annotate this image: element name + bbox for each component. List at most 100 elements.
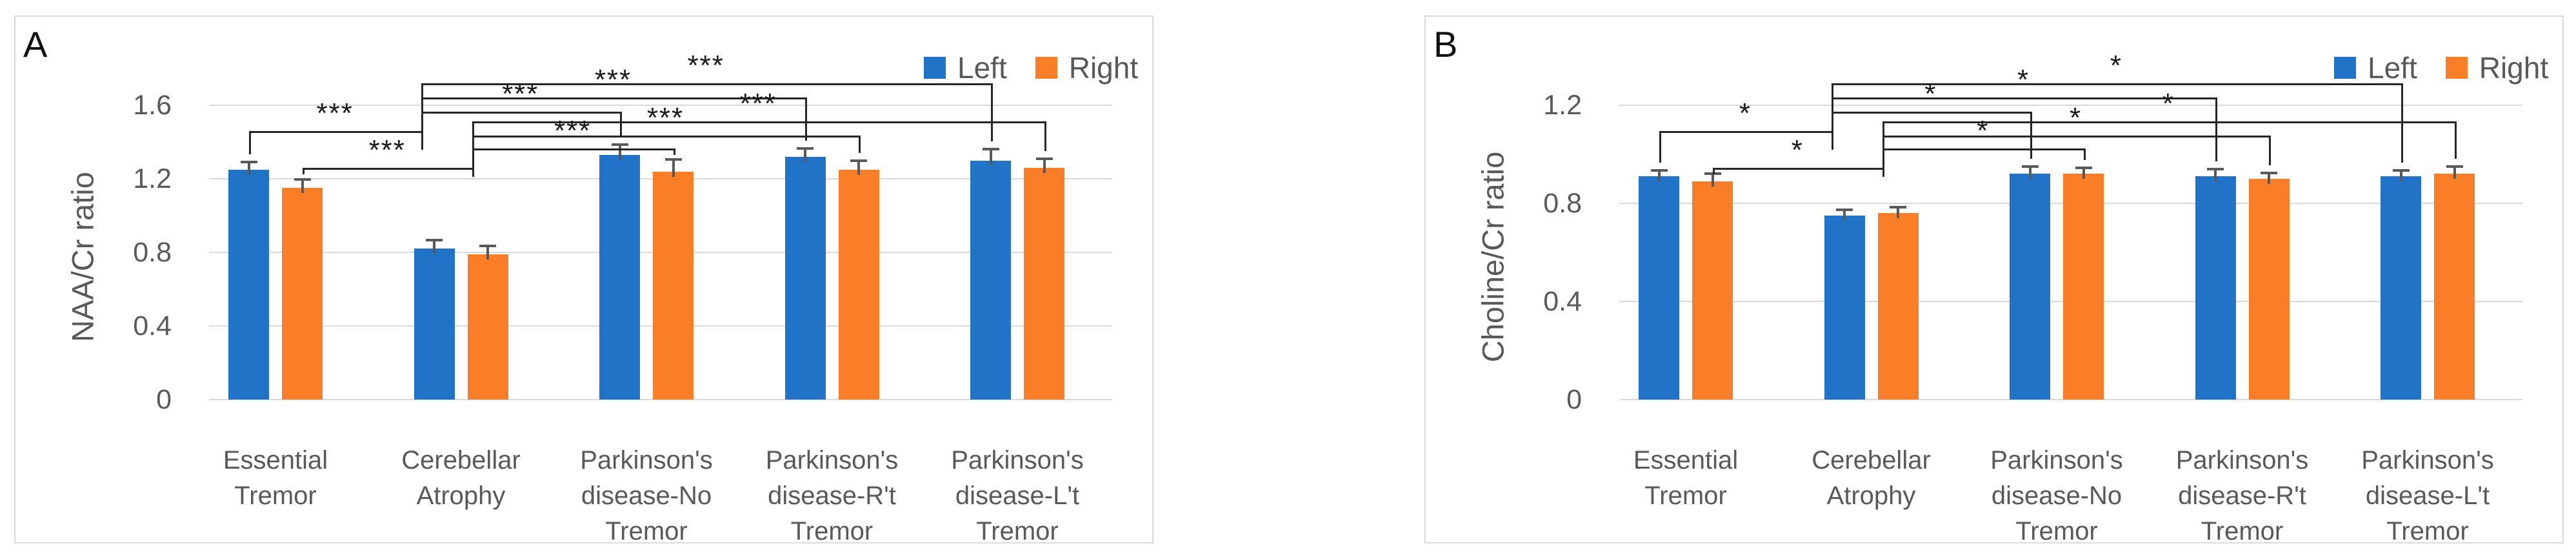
error-bar-whisker (301, 179, 304, 194)
significance-bracket-line (472, 136, 859, 137)
significance-bracket-line (421, 112, 620, 114)
y-axis-title-choline-cr: Choline/Cr ratio (1475, 151, 1510, 363)
significance-asterisks: *** (502, 78, 539, 110)
x-category-label: Essential Tremor (1633, 446, 1739, 510)
significance-bracket-line (1882, 148, 2084, 150)
significance-asterisks: *** (687, 50, 724, 81)
legend-label-left: Left (957, 51, 1007, 85)
significance-asterisks: * (2162, 88, 2175, 119)
significance-bracket-line (1882, 136, 2269, 137)
significance-bracket-line (302, 168, 472, 170)
error-bar-whisker (2028, 167, 2032, 179)
error-bar-whisker (486, 246, 489, 259)
y-tick-label: 0.8 (133, 237, 172, 268)
significance-bracket-line (421, 97, 805, 99)
significance-bracket-drop (421, 131, 423, 150)
significance-bracket-line (248, 131, 421, 133)
bar-left-2 (1824, 216, 1865, 400)
significance-bracket-drop (2083, 148, 2086, 160)
significance-bracket-drop (1044, 121, 1046, 151)
y-tick-label: 1.6 (133, 90, 172, 121)
significance-asterisks: * (2069, 102, 2082, 134)
error-bar-cap (1890, 205, 1906, 208)
bar-left-2 (414, 249, 455, 400)
significance-bracket-line (1832, 83, 2401, 85)
error-bar-cap (1650, 168, 1668, 172)
x-category-label: Cerebellar Atrophy (401, 446, 521, 510)
error-bar-cap (2075, 166, 2092, 169)
error-bar-whisker (1843, 209, 1846, 221)
significance-asterisks: * (1924, 78, 1937, 110)
significance-asterisks: * (2110, 50, 2122, 81)
bar-right-4 (2248, 179, 2290, 400)
error-bar-whisker (2399, 170, 2402, 182)
significance-asterisks: *** (554, 115, 592, 147)
bar-right-4 (838, 169, 879, 400)
significance-bracket-drop (990, 83, 993, 142)
bar-left-5 (2381, 176, 2421, 400)
error-bar-cap (426, 239, 443, 242)
error-bar-whisker (618, 145, 621, 160)
bar-left-4 (784, 156, 826, 400)
y-tick-label: 0.8 (1543, 188, 1582, 219)
y-tick-label: 0 (1566, 384, 1582, 415)
significance-asterisks: * (1739, 97, 1752, 129)
significance-asterisks: *** (739, 88, 777, 119)
error-bar-cap (664, 158, 682, 161)
legend-label-left: Left (2368, 51, 2417, 85)
gridline-0 (209, 399, 1112, 400)
bar-right-2 (1877, 213, 1919, 400)
error-bar-whisker (857, 160, 860, 175)
significance-bracket-drop (1832, 112, 1833, 150)
y-tick-label: 0.4 (1543, 286, 1582, 317)
error-bar-whisker (1711, 174, 1714, 187)
error-bar-whisker (433, 240, 435, 254)
significance-bracket-line (421, 83, 991, 85)
significance-bracket-drop (248, 131, 251, 155)
error-bar-whisker (2214, 168, 2217, 182)
error-bar-cap (982, 148, 999, 151)
significance-bracket-drop (619, 112, 622, 137)
significance-bracket-line (1659, 131, 1832, 133)
x-category-label: Parkinson's disease-R't Tremor (2175, 446, 2309, 545)
significance-bracket-drop (859, 136, 861, 153)
significance-bracket-drop (302, 168, 305, 174)
significance-bracket-line (472, 148, 674, 150)
significance-bracket-line (472, 121, 1044, 123)
bar-right-1 (282, 188, 323, 400)
error-bar-cap (479, 245, 496, 248)
significance-asterisks: * (1791, 134, 1804, 166)
error-bar-whisker (2268, 172, 2270, 184)
significance-bracket-line (1712, 168, 1882, 170)
significance-bracket-drop (421, 112, 423, 150)
error-bar-whisker (672, 159, 675, 177)
error-bar-whisker (989, 149, 992, 166)
significance-bracket-drop (472, 148, 474, 177)
legend: Left Right (2334, 50, 2565, 85)
error-bar-cap (2207, 167, 2224, 170)
bar-left-1 (228, 169, 269, 400)
panel-b-choline-cr-chart: B Choline/Cr ratio 1.2 0.8 0.4 0 Essential T… (1424, 15, 2565, 545)
significance-asterisks: * (1977, 115, 1990, 147)
error-bar-cap (1836, 208, 1853, 211)
error-bar-cap (2021, 165, 2039, 168)
bar-right-2 (467, 254, 508, 400)
x-category-label: Parkinson's disease-L't Tremor (2361, 446, 2494, 545)
gridline-1.2 (1619, 105, 2522, 106)
significance-asterisks: *** (646, 102, 684, 134)
significance-asterisks: * (2017, 64, 2030, 96)
error-bar-cap (1035, 157, 1053, 160)
error-bar-whisker (2082, 167, 2085, 179)
x-category-label: Parkinson's disease-No Tremor (1990, 446, 2123, 545)
error-bar-cap (797, 147, 814, 150)
significance-bracket-drop (472, 168, 474, 177)
x-category-label: Parkinson's disease-R't Tremor (765, 446, 899, 545)
y-tick-label: 1.2 (133, 163, 172, 194)
significance-bracket-drop (673, 148, 675, 155)
x-category-label: Parkinson's disease-L't Tremor (951, 446, 1084, 545)
bar-right-3 (653, 171, 694, 400)
legend-left-swatch (924, 57, 946, 79)
significance-bracket-line (1832, 112, 2030, 114)
legend-left-swatch (2334, 57, 2356, 79)
gridline-0 (1619, 399, 2522, 400)
